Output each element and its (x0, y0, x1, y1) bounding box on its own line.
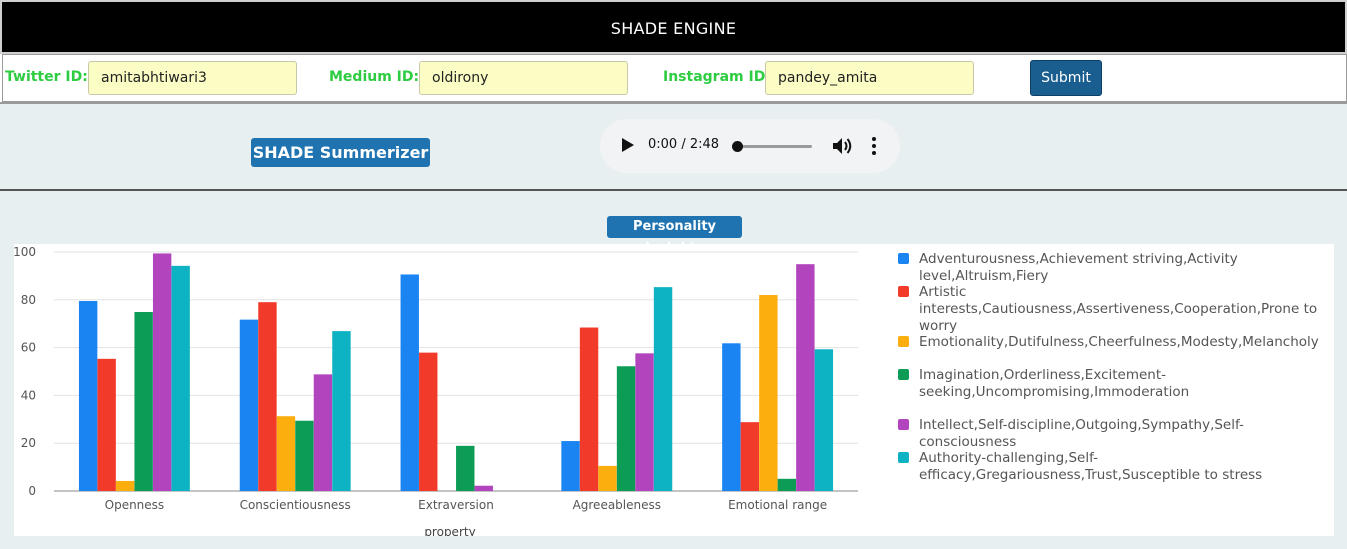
legend-swatch (898, 369, 909, 380)
bar-3-0[interactable] (134, 311, 153, 491)
bar-5-4[interactable] (814, 349, 834, 491)
y-tick-label: 20 (21, 436, 36, 450)
id-input-bar: Twitter ID: Medium ID: Instagram ID: Sub… (2, 54, 1347, 102)
bar-1-0[interactable] (97, 358, 116, 491)
legend-swatch (898, 419, 909, 430)
bar-4-1[interactable] (313, 374, 333, 491)
bar-3-3[interactable] (616, 366, 636, 491)
x-tick-label: Conscientiousness (240, 498, 351, 512)
bar-3-4[interactable] (777, 478, 797, 491)
bar-5-0[interactable] (171, 265, 190, 491)
audio-time: 0:00 / 2:48 (648, 137, 720, 152)
bar-0-0[interactable] (78, 300, 98, 491)
audio-seek-handle[interactable] (732, 141, 743, 152)
legend-swatch (898, 452, 909, 463)
audio-seek-track[interactable] (736, 145, 812, 148)
legend-label: Intellect,Self-discipline,Outgoing,Sympa… (919, 417, 1244, 450)
bar-5-3[interactable] (653, 287, 673, 491)
legend-label: Emotionality,Dutifulness,Cheerfulness,Mo… (919, 334, 1319, 350)
app-header: SHADE ENGINE (0, 0, 1347, 54)
bar-4-4[interactable] (796, 264, 815, 491)
bar-4-0[interactable] (152, 253, 172, 491)
y-tick-label: 60 (21, 341, 36, 355)
chart-container: 0 20 40 60 80 100 Openness Conscientiousness Ext… (13, 244, 1334, 539)
bar-chart: 0 20 40 60 80 100 Openness Conscientiousness Ext… (13, 245, 858, 539)
volume-icon[interactable] (832, 136, 854, 156)
shade-summerizer-badge[interactable]: SHADE Summerizer (251, 138, 430, 167)
x-axis-label: property (424, 525, 475, 536)
x-tick-label: Emotional range (728, 498, 827, 512)
bar-1-1[interactable] (258, 302, 277, 491)
bar-2-1[interactable] (276, 416, 296, 491)
bar-3-1[interactable] (295, 420, 314, 491)
personality-insights-badge[interactable]: Personality Insights (607, 216, 742, 256)
bar-1-2[interactable] (419, 352, 438, 491)
audio-player: 0:00 / 2:48 (600, 119, 900, 173)
bar-0-2[interactable] (400, 274, 419, 491)
medium-id-input[interactable] (419, 61, 628, 95)
summarizer-bar: SHADE Summerizer 0:00 / 2:48 (0, 102, 1347, 191)
y-tick-label: 40 (21, 388, 36, 402)
bar-4-2[interactable] (474, 485, 493, 491)
bar-1-3[interactable] (579, 327, 599, 491)
twitter-id-label: Twitter ID: (5, 69, 88, 85)
legend-label: Authority-challenging,Self-efficacy,Greg… (919, 450, 1263, 483)
medium-id-label: Medium ID: (329, 69, 420, 85)
bar-2-0[interactable] (115, 480, 135, 491)
y-tick-label: 0 (28, 484, 36, 498)
submit-button[interactable]: Submit (1030, 60, 1102, 96)
legend-swatch (898, 286, 909, 297)
x-tick-label: Extraversion (418, 498, 494, 512)
more-options-icon[interactable] (872, 137, 876, 155)
bar-0-4[interactable] (722, 343, 741, 491)
instagram-id-input[interactable] (765, 61, 974, 95)
y-tick-label: 80 (21, 293, 36, 307)
bar-1-4[interactable] (740, 422, 760, 491)
twitter-id-input[interactable] (88, 61, 297, 95)
bar-2-4[interactable] (759, 295, 778, 491)
legend-label: Imagination,Orderliness,Excitement-seeki… (919, 367, 1190, 400)
x-tick-label: Agreeableness (573, 498, 661, 512)
instagram-id-label: Instagram ID: (663, 69, 771, 85)
bar-2-3[interactable] (598, 465, 617, 491)
bar-0-3[interactable] (561, 441, 580, 491)
legend-swatch (898, 253, 909, 264)
app-title: SHADE ENGINE (610, 19, 737, 38)
insights-section: Personality Insights 0 20 40 60 80 100 Opennes… (0, 191, 1347, 549)
legend-swatch (898, 336, 909, 347)
bar-0-1[interactable] (239, 319, 259, 491)
play-icon[interactable] (622, 138, 634, 152)
legend-label: Artistic interests,Cautiousness,Assertiv… (919, 284, 1318, 334)
bar-4-3[interactable] (635, 353, 654, 491)
legend-label: Adventurousness,Achievement striving,Act… (919, 251, 1238, 284)
y-tick-label: 100 (14, 245, 36, 259)
bar-5-1[interactable] (332, 331, 351, 491)
x-tick-label: Openness (105, 498, 165, 512)
bar-3-2[interactable] (456, 445, 475, 491)
